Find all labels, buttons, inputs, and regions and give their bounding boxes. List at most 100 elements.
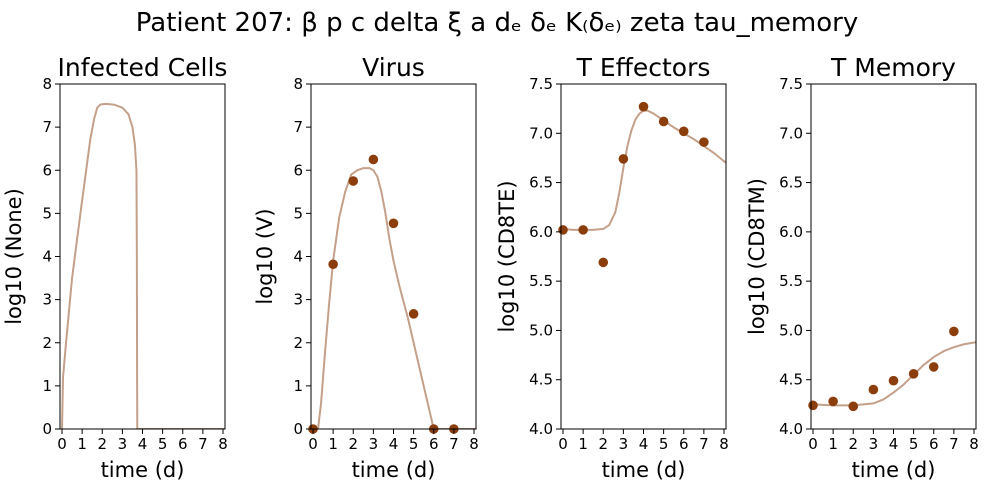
axes-frame (560, 83, 727, 430)
x-tick-label: 3 (869, 435, 879, 453)
x-tick-label: 0 (558, 435, 568, 453)
y-tick-label: 5.5 (529, 272, 553, 290)
y-axis-label: log10 (V) (253, 208, 277, 304)
x-tick-label: 7 (949, 435, 959, 453)
subplot-title: T Effectors (576, 53, 711, 82)
x-tick-label: 6 (929, 435, 939, 453)
y-tick-label: 7.0 (529, 124, 553, 142)
y-tick-label: 7 (42, 118, 52, 136)
x-axis-label: time (d) (101, 458, 185, 482)
y-tick-label: 4.0 (529, 420, 553, 438)
y-axis-label: log10 (None) (2, 188, 26, 325)
x-tick-label: 6 (429, 435, 439, 453)
data-point (699, 137, 709, 147)
x-tick-label: 4 (389, 435, 399, 453)
model-line (812, 341, 976, 407)
axes-frame (59, 83, 226, 430)
y-tick-label: 0 (42, 420, 52, 438)
x-tick-label: 3 (369, 435, 379, 453)
data-point (949, 326, 959, 337)
y-tick-label: 3 (293, 291, 303, 309)
x-tick-label: 7 (198, 435, 208, 453)
x-tick-label: 6 (178, 435, 188, 453)
x-tick-label: 6 (679, 435, 689, 453)
y-tick-label: 6 (293, 161, 303, 179)
x-tick-label: 4 (639, 435, 649, 453)
y-tick-label: 6.0 (779, 223, 803, 241)
x-tick-label: 8 (969, 435, 979, 453)
x-tick-label: 1 (77, 435, 87, 453)
y-tick-label: 6.5 (529, 174, 553, 192)
y-tick-label: 4.5 (529, 371, 553, 389)
data-point (658, 116, 669, 127)
figure-suptitle: Patient 207: β p c delta ξ a dₑ δₑ K₍δₑ₎… (136, 8, 858, 38)
data-point (808, 400, 818, 411)
subplot-title: Infected Cells (58, 53, 228, 82)
x-tick-label: 7 (449, 435, 459, 453)
y-tick-label: 4.5 (779, 371, 803, 389)
data-point (408, 309, 419, 319)
data-point (618, 154, 629, 164)
y-tick-label: 2 (42, 334, 52, 352)
x-tick-label: 5 (158, 435, 168, 453)
y-tick-label: 6.0 (529, 223, 553, 241)
x-tick-label: 2 (97, 435, 107, 453)
y-axis-label: log10 (CD8TE) (495, 180, 519, 332)
data-point (848, 401, 859, 412)
x-tick-label: 2 (348, 435, 358, 453)
x-tick-label: 8 (719, 435, 729, 453)
subplot-3: 0 1 2 3 4 5 6 7 8 4.0 4.5 5.0 5.5 6.0 6.5 7.0 7.5 T Effec… (495, 53, 729, 482)
subplot-4: 0 1 2 3 4 5 6 7 8 4.0 4.5 5.0 5.5 6.0 6.5 7.0 7.5 T Memor… (745, 53, 979, 482)
x-tick-label: 5 (659, 435, 669, 453)
x-tick-label: 2 (598, 435, 608, 453)
data-point (578, 225, 588, 235)
x-tick-label: 4 (138, 435, 148, 453)
y-tick-label: 1 (293, 377, 303, 395)
y-tick-label: 1 (42, 377, 52, 395)
subplot-title: T Memory (830, 53, 956, 82)
y-tick-label: 6.5 (779, 174, 803, 192)
data-point (908, 369, 919, 379)
x-axis-label: time (d) (852, 458, 936, 482)
data-point (558, 225, 568, 235)
x-tick-label: 0 (808, 435, 818, 453)
data-point (868, 384, 879, 395)
data-point (888, 375, 899, 386)
subplot-title: Virus (362, 53, 425, 82)
y-tick-label: 5.0 (529, 321, 553, 339)
data-point (678, 126, 689, 137)
model-line (562, 109, 726, 231)
y-tick-label: 6 (42, 161, 52, 179)
data-point (598, 257, 609, 268)
y-tick-label: 8 (42, 75, 52, 93)
y-tick-label: 5.5 (779, 272, 803, 290)
y-tick-label: 2 (293, 334, 303, 352)
data-point (638, 101, 649, 112)
model-line (61, 102, 225, 429)
x-tick-label: 0 (308, 435, 318, 453)
data-point (828, 396, 838, 407)
y-tick-label: 4.0 (779, 420, 803, 438)
x-tick-label: 3 (619, 435, 629, 453)
y-tick-label: 7 (293, 118, 303, 136)
y-tick-label: 5 (42, 204, 52, 222)
y-tick-label: 8 (293, 75, 303, 93)
y-tick-label: 7.5 (779, 75, 803, 93)
x-tick-label: 8 (218, 435, 228, 453)
y-tick-label: 4 (42, 248, 52, 266)
x-tick-label: 5 (909, 435, 919, 453)
y-tick-label: 3 (42, 291, 52, 309)
y-tick-label: 4 (293, 248, 303, 266)
y-tick-label: 7.0 (779, 124, 803, 142)
x-tick-label: 3 (118, 435, 128, 453)
y-axis-label: log10 (CD8TM) (745, 178, 769, 335)
y-tick-label: 0 (293, 420, 303, 438)
data-point (328, 259, 338, 270)
y-tick-label: 7.5 (529, 75, 553, 93)
x-tick-label: 0 (57, 435, 67, 453)
x-tick-label: 5 (409, 435, 419, 453)
x-axis-label: time (d) (602, 458, 686, 482)
